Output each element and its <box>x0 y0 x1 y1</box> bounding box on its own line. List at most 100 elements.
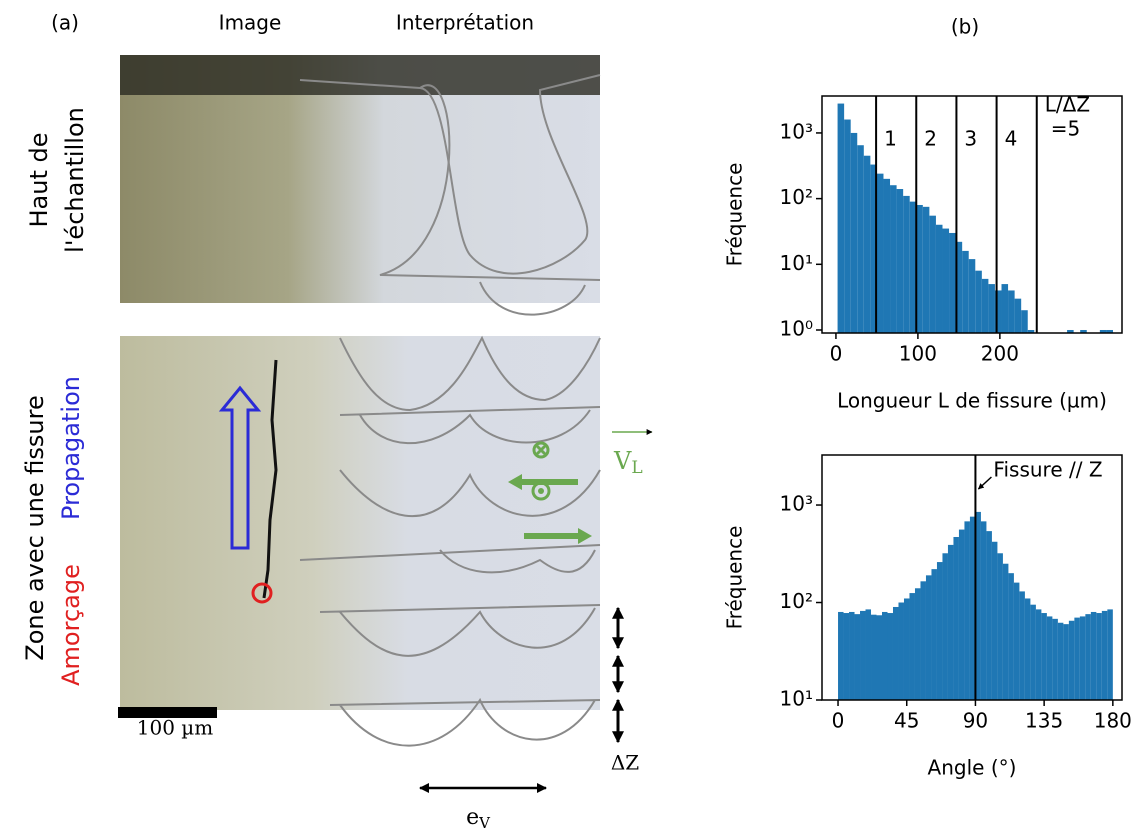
y-tick-label: 10² <box>780 589 813 613</box>
scan-arrows <box>520 479 580 539</box>
direction-symbols <box>531 441 551 501</box>
bar <box>953 536 959 700</box>
micrograph-top-edge <box>120 55 600 95</box>
bar <box>975 511 981 700</box>
bar <box>1041 613 1047 700</box>
x-tick-label: 200 <box>981 342 1019 366</box>
bar <box>1063 624 1069 700</box>
bar <box>1107 609 1113 700</box>
scale-label: 100 µm <box>137 716 214 740</box>
bar <box>975 270 982 333</box>
bar <box>865 609 872 700</box>
bar <box>955 241 963 333</box>
bar <box>922 206 930 333</box>
bar <box>876 173 884 333</box>
bar <box>903 598 910 700</box>
bar <box>1057 622 1064 700</box>
propagation-arrow <box>218 385 262 550</box>
bar <box>892 606 899 700</box>
bar <box>898 602 904 700</box>
bar <box>857 145 864 333</box>
ev-label: eV <box>466 805 491 832</box>
bar <box>1021 310 1028 333</box>
initiation-circle <box>251 582 273 604</box>
bar <box>1085 614 1091 700</box>
bar <box>916 204 923 333</box>
bar <box>1024 598 1031 700</box>
bar <box>1106 329 1113 333</box>
bar <box>860 610 866 700</box>
x-axis-label: Angle (°) <box>928 756 1017 780</box>
bar <box>844 119 851 333</box>
row-label: l'échantillon <box>61 107 89 253</box>
bar <box>903 195 910 333</box>
bar <box>1013 582 1020 700</box>
bar <box>909 593 915 700</box>
bar <box>1002 563 1009 700</box>
bar <box>947 544 954 700</box>
column-title: Interprétation <box>396 11 534 35</box>
annotation: Fissure // Z <box>993 458 1102 482</box>
bar <box>980 521 987 700</box>
bar <box>962 250 969 333</box>
bar <box>1099 329 1107 333</box>
bar <box>935 224 943 333</box>
bar <box>994 290 1002 333</box>
y-tick-label: 10² <box>780 185 813 209</box>
bar <box>887 613 893 700</box>
row-label: Haut de <box>25 132 53 227</box>
bar <box>1001 284 1009 333</box>
bar <box>1068 620 1075 700</box>
bar <box>949 232 956 333</box>
bar <box>863 155 871 333</box>
bar <box>958 529 965 700</box>
bar <box>870 164 877 333</box>
row-label: Zone avec une fissure <box>21 395 49 661</box>
bar <box>837 103 845 333</box>
bar <box>896 189 904 333</box>
bar <box>890 185 897 333</box>
y-tick-label: 10³ <box>780 492 813 516</box>
panel-label: (b) <box>951 15 979 39</box>
bar <box>1096 613 1102 700</box>
bar <box>1019 591 1025 700</box>
bar <box>936 562 943 700</box>
bar <box>942 228 950 333</box>
bar <box>854 614 861 700</box>
bar <box>969 516 976 700</box>
annotation: =5 <box>1051 117 1080 141</box>
bar <box>1079 616 1086 700</box>
bar <box>942 553 948 700</box>
x-tick-label: 45 <box>894 709 919 733</box>
x-axis-label: Longueur L de fissure (µm) <box>837 389 1107 413</box>
bar <box>986 531 992 700</box>
micrograph-top <box>120 55 600 303</box>
bar <box>1046 616 1053 700</box>
bar <box>988 284 995 333</box>
y-axis-label: Fréquence <box>723 163 747 267</box>
bar <box>1090 611 1097 700</box>
y-tick-label: 10⁰ <box>780 316 813 340</box>
bar <box>1101 610 1108 700</box>
vl-label: VL <box>613 447 643 478</box>
annotation: 4 <box>1005 127 1018 151</box>
bar <box>882 611 888 700</box>
bar <box>909 201 917 333</box>
propagation-label: Propagation <box>57 376 85 520</box>
dz-label: ΔZ <box>611 751 639 775</box>
x-tick-label: 0 <box>832 709 845 733</box>
bar <box>1014 298 1022 333</box>
bar <box>991 541 998 700</box>
crack <box>262 359 278 599</box>
bar <box>1067 329 1074 333</box>
panel-a: (a) Image Interprétation 100 µm VL ΔZ eV… <box>21 11 653 832</box>
bar <box>1008 290 1015 333</box>
bar <box>925 575 932 700</box>
x-tick-label: 90 <box>963 709 988 733</box>
annotation: 1 <box>884 127 897 151</box>
annotation: 3 <box>964 127 977 151</box>
initiation-label: Amorçage <box>57 564 85 686</box>
bar <box>838 611 844 700</box>
panel-label: (a) <box>51 11 79 35</box>
